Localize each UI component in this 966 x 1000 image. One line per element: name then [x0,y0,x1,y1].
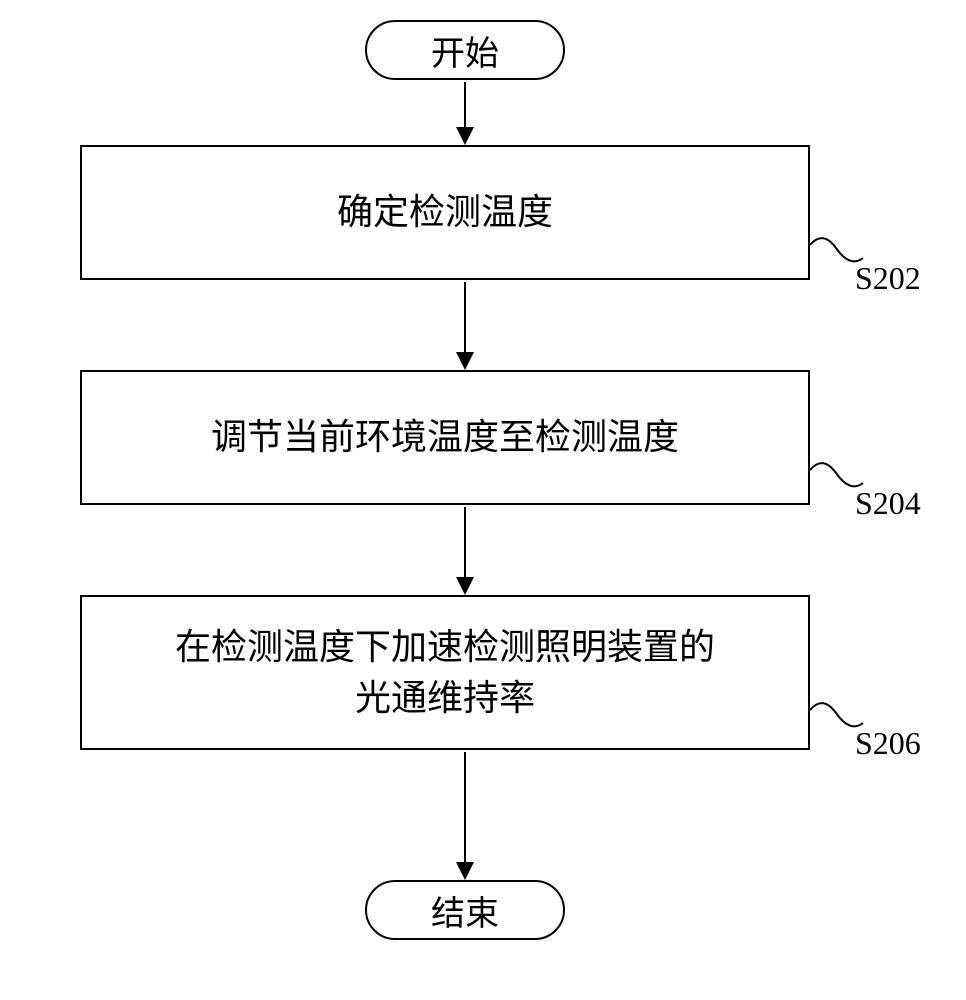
start-label: 开始 [431,26,499,75]
step1-label: 确定检测温度 [337,187,553,237]
start-node: 开始 [365,20,565,80]
step-label-s204: S204 [855,485,921,522]
end-label: 结束 [431,886,499,935]
arrow-head [456,577,474,595]
arrow-head [456,127,474,145]
arrow-line [464,752,466,864]
arrow-head [456,862,474,880]
process-step2: 调节当前环境温度至检测温度 [80,370,810,505]
process-step3: 在检测温度下加速检测照明装置的 光通维持率 [80,595,810,750]
arrow-line [464,507,466,579]
step3-label: 在检测温度下加速检测照明装置的 光通维持率 [175,622,715,723]
arrow-head [456,352,474,370]
end-node: 结束 [365,880,565,940]
process-step1: 确定检测温度 [80,145,810,280]
step-label-s202: S202 [855,260,921,297]
step-label-s206: S206 [855,725,921,762]
step2-label: 调节当前环境温度至检测温度 [211,412,679,462]
arrow-line [464,82,466,129]
arrow-line [464,282,466,354]
flowchart-container: 开始 确定检测温度 S202 调节当前环境温度至检测温度 S204 在检测温度下… [0,0,966,1000]
